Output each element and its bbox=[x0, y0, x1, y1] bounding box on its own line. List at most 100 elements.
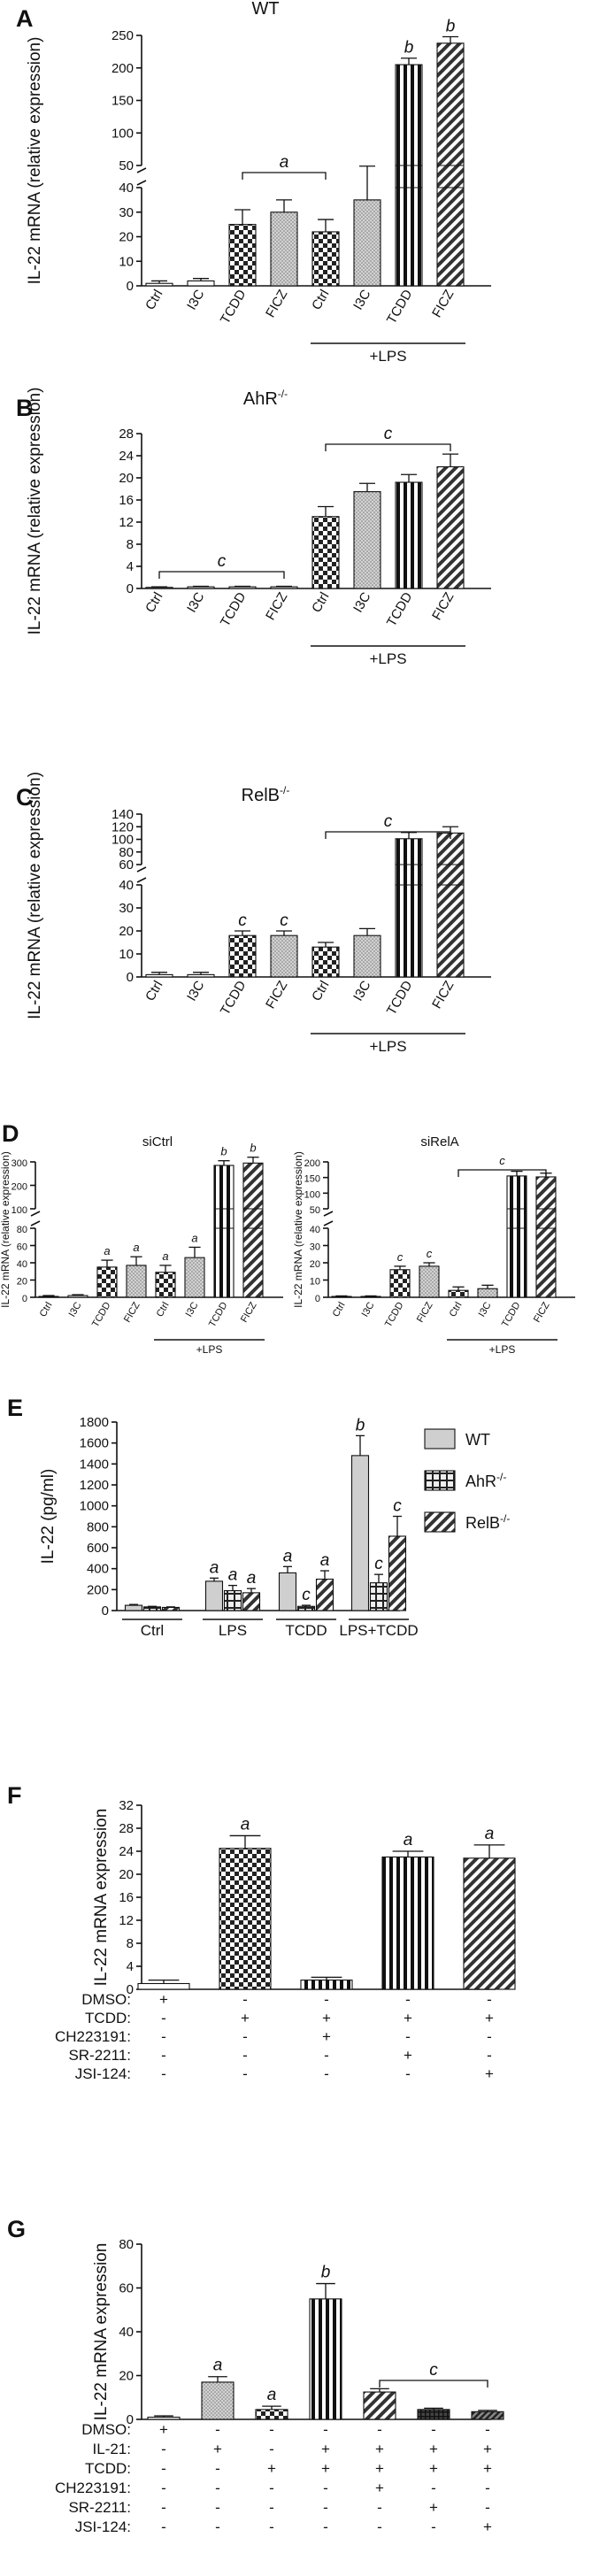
bar bbox=[389, 1269, 411, 1298]
treatment-mark: + bbox=[375, 2460, 384, 2477]
bar bbox=[535, 1176, 557, 1298]
treatment-mark: - bbox=[215, 2460, 220, 2477]
legend-swatch bbox=[424, 1470, 456, 1491]
significance-label: c bbox=[499, 1154, 505, 1167]
treatment-mark: - bbox=[323, 2499, 328, 2516]
bar bbox=[184, 1257, 205, 1298]
x-tick-label: TCDD bbox=[384, 978, 416, 1018]
y-tick-label: 150 bbox=[111, 94, 134, 109]
significance-label: a bbox=[210, 1558, 219, 1577]
y-tick-label: 20 bbox=[119, 1867, 134, 1882]
bar bbox=[381, 1856, 434, 1990]
treatment-mark: + bbox=[213, 2441, 222, 2457]
treatment-mark: - bbox=[269, 2421, 274, 2438]
treatment-mark: + bbox=[375, 2480, 384, 2496]
bar bbox=[147, 2416, 181, 2420]
bar bbox=[38, 1296, 59, 1298]
bar bbox=[369, 1582, 388, 1611]
x-tick-label: FICZ bbox=[263, 288, 290, 320]
significance-label: a bbox=[228, 1566, 238, 1585]
bar bbox=[187, 973, 215, 978]
bar bbox=[419, 1265, 440, 1298]
bar bbox=[471, 2411, 504, 2420]
bar bbox=[309, 2298, 342, 2420]
significance-label: a bbox=[320, 1551, 330, 1570]
significance-label: c bbox=[280, 911, 288, 930]
treatment-mark: - bbox=[161, 2518, 166, 2535]
y-tick-label: 1600 bbox=[80, 1436, 109, 1451]
x-tick-label: FICZ bbox=[429, 288, 457, 320]
treatment-mark: - bbox=[405, 1991, 411, 2008]
treatment-mark: - bbox=[242, 2028, 248, 2045]
treatment-label: DMSO: bbox=[81, 1991, 131, 2008]
y-tick-label: 12 bbox=[119, 515, 134, 530]
treatment-mark: - bbox=[431, 2518, 436, 2535]
significance-label: c bbox=[397, 1250, 404, 1264]
treatment-mark: + bbox=[485, 2010, 494, 2026]
bar bbox=[270, 586, 298, 589]
x-tick-label: I3C bbox=[67, 1300, 84, 1319]
treatment-label: SR-2211: bbox=[68, 2047, 131, 2064]
group-label: +LPS bbox=[369, 1038, 406, 1055]
significance-bracket bbox=[242, 172, 327, 180]
y-tick-label: 200 bbox=[304, 1158, 320, 1169]
x-tick-label: I3C bbox=[350, 287, 373, 312]
legend-swatch bbox=[424, 1511, 456, 1533]
y-tick-label: 50 bbox=[119, 158, 134, 173]
significance-label: b bbox=[321, 2264, 331, 2282]
y-tick-label: 20 bbox=[119, 2369, 134, 2384]
x-tick-label: TCDD bbox=[218, 589, 250, 629]
treatment-mark: - bbox=[323, 2421, 328, 2438]
bar bbox=[204, 1580, 224, 1611]
bar bbox=[417, 2409, 450, 2420]
y-tick-label: 20 bbox=[17, 1277, 27, 1288]
y-axis-label: IL-22 mRNA (relative expression) bbox=[26, 37, 44, 285]
x-tick-label: FICZ bbox=[415, 1300, 435, 1324]
treatment-mark: - bbox=[161, 2460, 166, 2477]
bar bbox=[311, 946, 340, 978]
x-tick-label: FICZ bbox=[532, 1300, 552, 1324]
significance-label: c bbox=[302, 1586, 311, 1604]
treatment-label: JSI-124: bbox=[75, 2518, 131, 2535]
treatment-mark: - bbox=[161, 2028, 166, 2045]
panel-title-c: RelB-/- bbox=[242, 784, 290, 805]
group-label: +LPS bbox=[196, 1343, 223, 1356]
bar bbox=[270, 211, 298, 287]
bar bbox=[223, 1589, 242, 1611]
x-tick-label: TCDD bbox=[384, 589, 416, 629]
y-tick-label: 30 bbox=[119, 901, 134, 916]
y-tick-label: 1000 bbox=[80, 1499, 109, 1514]
y-tick-label: 200 bbox=[111, 61, 134, 76]
bar bbox=[463, 1857, 516, 1990]
x-tick-label: I3C bbox=[360, 1300, 377, 1319]
y-tick-label: 24 bbox=[119, 1844, 134, 1859]
bar bbox=[360, 1296, 381, 1298]
y-tick-label: 80 bbox=[119, 2237, 134, 2252]
axis-break-mark bbox=[30, 1220, 41, 1226]
x-tick-label: TCDD bbox=[285, 1622, 327, 1639]
x-tick-label: Ctrl bbox=[309, 979, 332, 1004]
y-tick-label: 30 bbox=[119, 205, 134, 220]
panel-title-d-sictrl: siCtrl bbox=[142, 1134, 173, 1150]
significance-label: a bbox=[280, 153, 289, 172]
treatment-label: TCDD: bbox=[85, 2460, 131, 2477]
x-tick-label: TCDD bbox=[218, 978, 250, 1018]
y-tick-label: 10 bbox=[310, 1277, 320, 1288]
x-tick-label: I3C bbox=[184, 1300, 201, 1319]
y-tick-label: 120 bbox=[111, 819, 134, 834]
treatment-mark: - bbox=[487, 2028, 492, 2045]
y-tick-label: 250 bbox=[111, 28, 134, 43]
bar bbox=[315, 1578, 334, 1611]
treatment-mark: - bbox=[324, 2065, 329, 2082]
x-tick-label: TCDD bbox=[207, 1300, 230, 1329]
significance-bracket bbox=[325, 831, 451, 839]
x-tick-label: I3C bbox=[184, 589, 207, 615]
y-tick-label: 40 bbox=[119, 181, 134, 196]
y-tick-label: 0 bbox=[127, 2412, 134, 2427]
bar bbox=[395, 838, 423, 978]
y-axis-label: IL-22 (pg/ml) bbox=[39, 1469, 58, 1565]
bar bbox=[363, 2391, 396, 2420]
y-tick-label: 10 bbox=[119, 254, 134, 269]
axis-break-mark bbox=[30, 1211, 41, 1217]
